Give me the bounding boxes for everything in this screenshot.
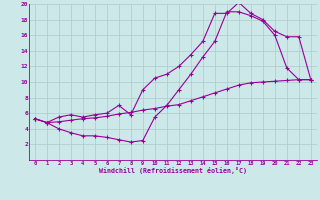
X-axis label: Windchill (Refroidissement éolien,°C): Windchill (Refroidissement éolien,°C) — [99, 167, 247, 174]
